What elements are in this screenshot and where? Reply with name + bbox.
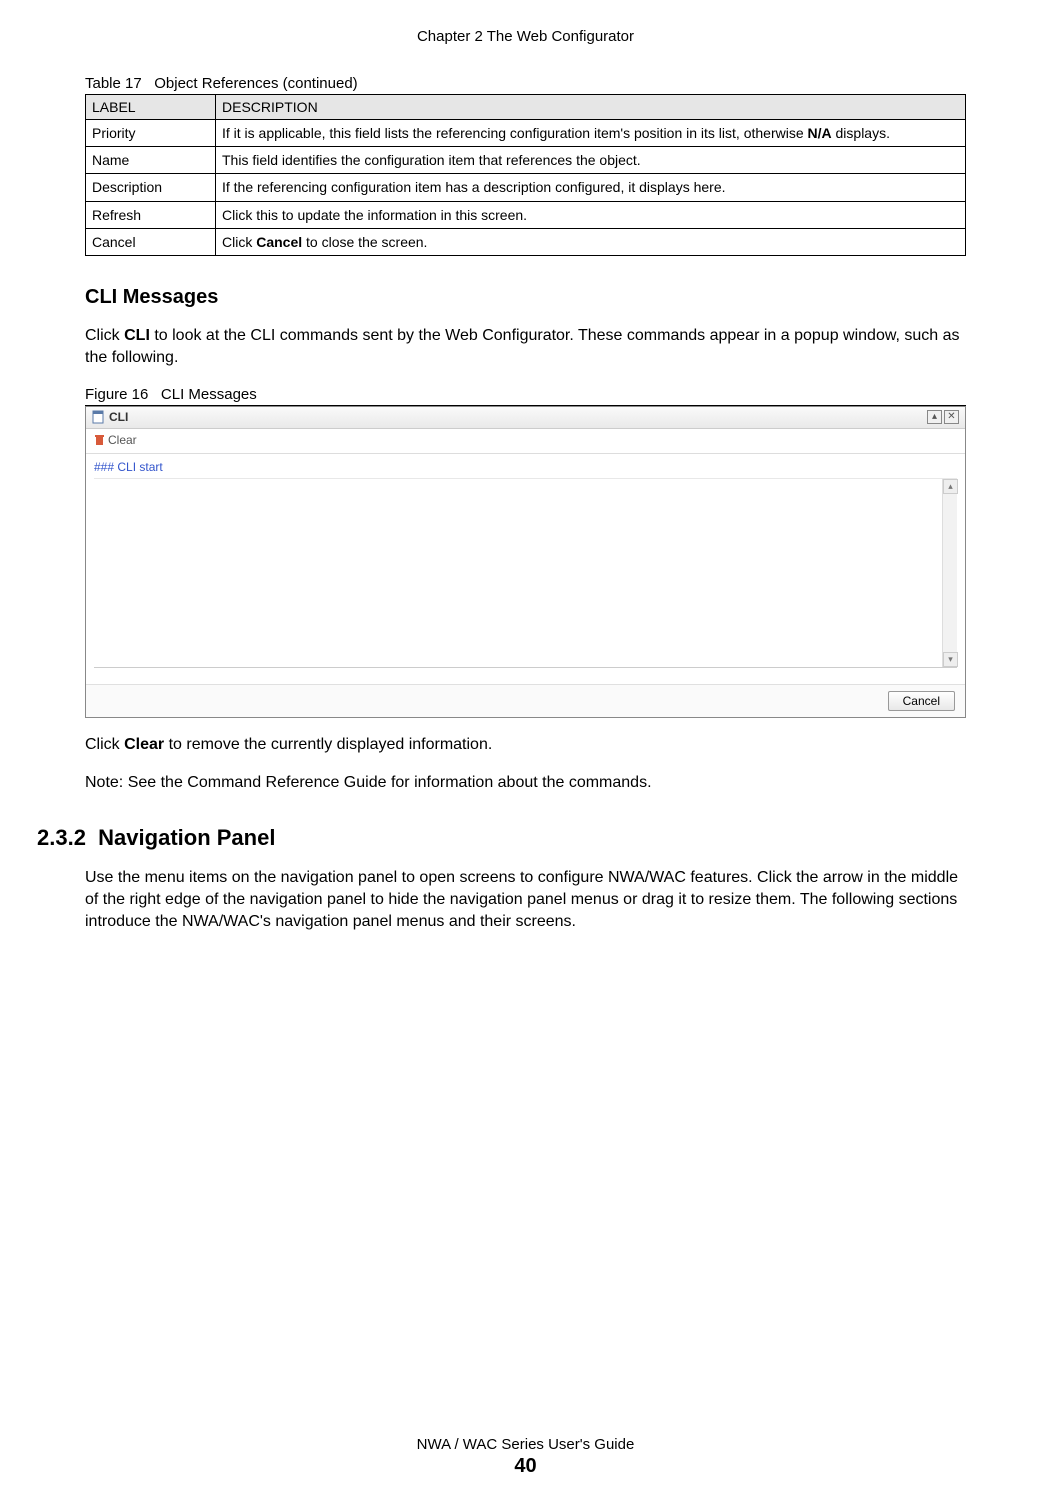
table-cell-label: Name — [86, 147, 216, 174]
cli-output-area: ▴ ▾ — [94, 478, 957, 668]
footer-page-number: 40 — [0, 1455, 1051, 1478]
table-cell-label: Description — [86, 174, 216, 201]
table-cell-label: Cancel — [86, 228, 216, 255]
table-header-description: DESCRIPTION — [216, 95, 966, 120]
table-caption-text: Object References (continued) — [154, 75, 357, 92]
table-caption: Table 17 Object References (continued) — [85, 75, 966, 92]
chapter-header: Chapter 2 The Web Configurator — [0, 0, 1051, 45]
collapse-icon[interactable]: ▴ — [927, 410, 942, 424]
page-footer: NWA / WAC Series User's Guide 40 — [0, 1436, 1051, 1478]
figure-caption-prefix: Figure 16 — [85, 386, 148, 403]
table-cell-desc: If the referencing configuration item ha… — [216, 174, 966, 201]
cli-messages-heading: CLI Messages — [85, 286, 966, 309]
cli-intro-paragraph: Click CLI to look at the CLI commands se… — [85, 325, 966, 370]
table-row: Description If the referencing configura… — [86, 174, 966, 201]
table-cell-label: Refresh — [86, 201, 216, 228]
footer-guide-title: NWA / WAC Series User's Guide — [0, 1436, 1051, 1453]
table-header-label: LABEL — [86, 95, 216, 120]
section-number: 2.3.2 — [37, 825, 86, 850]
object-references-table: LABEL DESCRIPTION Priority If it is appl… — [85, 94, 966, 256]
trash-icon — [94, 434, 105, 446]
section-title: Navigation Panel — [98, 825, 275, 850]
table-cell-desc: Click this to update the information in … — [216, 201, 966, 228]
table-cell-desc: Click Cancel to close the screen. — [216, 228, 966, 255]
navigation-panel-paragraph: Use the menu items on the navigation pan… — [85, 867, 966, 934]
clear-button[interactable]: Clear — [94, 433, 137, 447]
table-cell-desc: This field identifies the configuration … — [216, 147, 966, 174]
table-row: Name This field identifies the configura… — [86, 147, 966, 174]
cli-titlebar: CLI ▴ ✕ — [86, 407, 965, 429]
table-cell-label: Priority — [86, 120, 216, 147]
cli-output-text: ### CLI start — [94, 460, 163, 474]
table-cell-desc: If it is applicable, this field lists th… — [216, 120, 966, 147]
clear-label: Clear — [108, 433, 137, 447]
table-row: Refresh Click this to update the informa… — [86, 201, 966, 228]
close-icon[interactable]: ✕ — [944, 410, 959, 424]
cli-toolbar: Clear — [86, 429, 965, 454]
document-icon — [92, 410, 105, 424]
navigation-panel-heading: 2.3.2 Navigation Panel — [37, 825, 966, 851]
cancel-button[interactable]: Cancel — [888, 691, 955, 711]
table-caption-prefix: Table 17 — [85, 75, 142, 92]
cli-window-title: CLI — [109, 410, 128, 424]
clear-instruction-paragraph: Click Clear to remove the currently disp… — [85, 734, 966, 756]
scroll-down-icon[interactable]: ▾ — [943, 652, 958, 667]
note-paragraph: Note: See the Command Reference Guide fo… — [85, 772, 966, 794]
cli-window: CLI ▴ ✕ Clear ### CLI start ▴ ▾ — [85, 406, 966, 718]
table-row: Cancel Click Cancel to close the screen. — [86, 228, 966, 255]
scroll-up-icon[interactable]: ▴ — [943, 479, 958, 494]
cli-body: ### CLI start ▴ ▾ — [86, 454, 965, 684]
table-row: Priority If it is applicable, this field… — [86, 120, 966, 147]
figure-caption-text: CLI Messages — [161, 386, 257, 403]
figure-caption: Figure 16 CLI Messages — [85, 386, 966, 406]
scrollbar[interactable]: ▴ ▾ — [942, 479, 957, 667]
cli-footer: Cancel — [86, 684, 965, 717]
chapter-title-text: Chapter 2 The Web Configurator — [417, 28, 634, 45]
